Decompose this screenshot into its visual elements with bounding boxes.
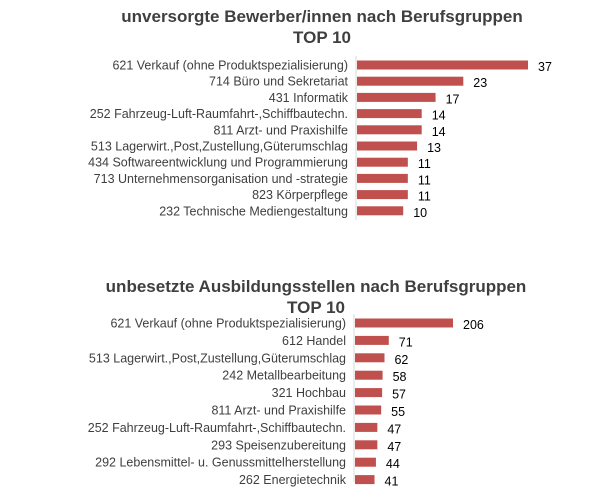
bar xyxy=(355,370,383,380)
bar xyxy=(355,335,389,345)
category-label: 242 Metallbearbeitung xyxy=(222,369,346,383)
bar xyxy=(355,318,453,328)
data-label: 11 xyxy=(418,173,431,187)
data-label: 11 xyxy=(418,157,431,171)
category-label: 293 Speisenzubereitung xyxy=(211,438,346,452)
bar xyxy=(357,92,436,102)
category-label: 252 Fahrzeug-Luft-Raumfahrt-,Schiffbaute… xyxy=(90,107,348,121)
category-label: 321 Hochbau xyxy=(272,386,346,400)
data-label: 13 xyxy=(427,141,441,155)
bar xyxy=(357,109,422,119)
data-label: 57 xyxy=(392,388,406,402)
data-label: 206 xyxy=(463,318,484,332)
chart-unbesetzte-ausbildungsstellen: unbesetzte Ausbildungsstellen nach Beruf… xyxy=(88,277,527,489)
bar xyxy=(357,125,422,135)
data-label: 71 xyxy=(399,335,413,349)
bar xyxy=(357,157,408,167)
bar xyxy=(355,353,385,363)
category-label: 713 Unternehmensorganisation und -strate… xyxy=(94,172,348,186)
data-label: 23 xyxy=(473,76,487,90)
bar xyxy=(355,475,375,485)
data-label: 14 xyxy=(432,109,446,123)
data-label: 14 xyxy=(432,125,446,139)
chart-subtitle: TOP 10 xyxy=(293,28,351,47)
bar xyxy=(355,422,378,432)
bar xyxy=(355,405,382,415)
bar xyxy=(357,60,528,70)
data-label: 17 xyxy=(446,92,460,106)
bar xyxy=(355,388,383,398)
category-label: 292 Lebensmittel- u. Genussmittelherstel… xyxy=(95,456,346,470)
category-label: 811 Arzt- und Praxishilfe xyxy=(211,404,346,418)
category-label: 513 Lagerwirt.,Post,Zustellung,Güterumsc… xyxy=(89,351,346,365)
category-label: 434 Softwareentwicklung und Programmieru… xyxy=(88,156,348,170)
category-label: 811 Arzt- und Praxishilfe xyxy=(213,123,348,137)
data-label: 44 xyxy=(386,457,400,471)
data-label: 58 xyxy=(393,370,407,384)
category-label: 714 Büro und Sekretariat xyxy=(209,75,349,89)
category-label: 232 Technische Mediengestaltung xyxy=(159,204,348,218)
data-label: 41 xyxy=(385,475,399,489)
data-label: 55 xyxy=(391,405,405,419)
bar xyxy=(357,206,404,216)
bar xyxy=(357,190,408,200)
bar xyxy=(355,457,376,467)
bar xyxy=(357,76,464,86)
category-label: 431 Informatik xyxy=(269,91,349,105)
data-label: 47 xyxy=(387,440,401,454)
chart-subtitle: TOP 10 xyxy=(287,298,345,317)
category-label: 621 Verkauf (ohne Produktspezialisierung… xyxy=(110,317,346,331)
chart-title: unbesetzte Ausbildungsstellen nach Beruf… xyxy=(106,277,527,296)
category-label: 621 Verkauf (ohne Produktspezialisierung… xyxy=(112,59,348,73)
category-label: 252 Fahrzeug-Luft-Raumfahrt-,Schiffbaute… xyxy=(88,421,346,435)
category-label: 513 Lagerwirt.,Post,Zustellung,Güterumsc… xyxy=(91,140,348,154)
data-label: 11 xyxy=(418,190,431,204)
data-label: 62 xyxy=(394,353,408,367)
data-label: 10 xyxy=(413,206,427,220)
category-label: 612 Handel xyxy=(282,334,346,348)
data-label: 37 xyxy=(538,60,552,74)
data-label: 47 xyxy=(387,422,401,436)
bar xyxy=(357,141,418,151)
chart-unversorgte-bewerber: unversorgte Bewerber/innen nach Berufsgr… xyxy=(88,7,552,220)
bar xyxy=(355,440,378,450)
bar xyxy=(357,173,408,183)
category-label: 262 Energietechnik xyxy=(239,473,347,487)
category-label: 823 Körperpflege xyxy=(252,188,348,202)
chart-title: unversorgte Bewerber/innen nach Berufsgr… xyxy=(121,7,522,26)
